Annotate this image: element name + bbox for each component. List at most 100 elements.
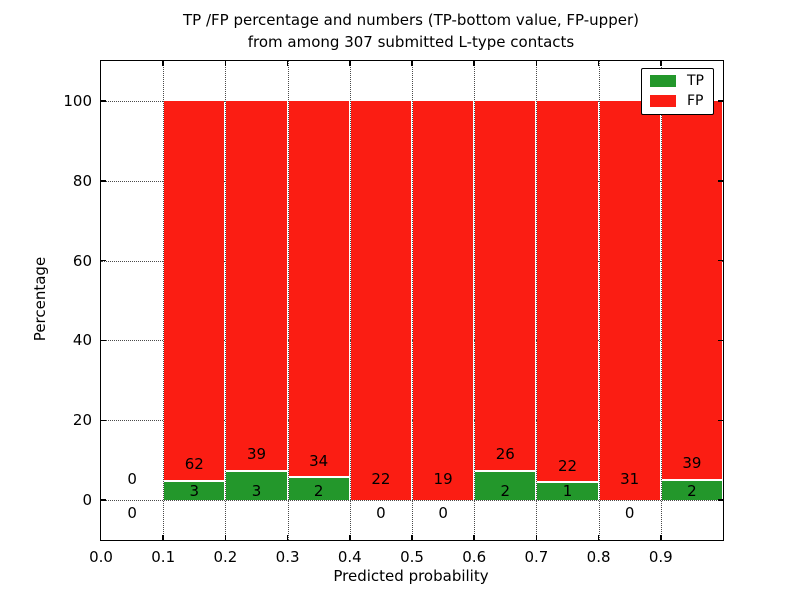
x-tick-mark xyxy=(286,535,289,540)
legend-item-fp: FP xyxy=(650,94,704,108)
tp-count-label: 1 xyxy=(562,481,573,500)
bar-tp-segment xyxy=(537,482,598,501)
legend-label: FP xyxy=(687,93,704,109)
x-tick-mark xyxy=(473,61,475,66)
x-gridline xyxy=(349,61,351,540)
fp-count-label: 31 xyxy=(620,470,640,489)
x-tick-mark xyxy=(411,535,413,540)
tp-count-label: 2 xyxy=(500,481,511,500)
bar-fp-segment xyxy=(226,100,287,472)
bar-fp-segment xyxy=(413,100,474,501)
x-gridline xyxy=(660,61,662,540)
chart-title-line1: TP /FP percentage and numbers (TP-bottom… xyxy=(183,11,639,29)
bar-tp-segment xyxy=(288,477,349,501)
bar-fp-segment xyxy=(537,100,598,483)
bar-tp-segment xyxy=(661,480,722,501)
fp-count-label: 19 xyxy=(433,470,453,489)
x-tick-label: 0.0 xyxy=(89,548,113,566)
zero-count-label: 0 xyxy=(376,504,386,523)
x-tick-mark xyxy=(411,61,413,66)
bar-tp-segment xyxy=(164,481,225,501)
x-tick-mark xyxy=(597,61,600,66)
x-tick-label: 0.1 xyxy=(151,548,176,566)
x-gridline xyxy=(225,61,227,540)
y-tick-mark xyxy=(101,259,106,262)
x-axis-label: Predicted probability xyxy=(333,567,489,585)
y-tick-mark xyxy=(101,180,106,182)
y-tick-label: 60 xyxy=(72,251,92,270)
x-tick-mark xyxy=(286,61,289,66)
y-tick-mark xyxy=(101,499,106,501)
fp-count-label: 26 xyxy=(495,445,515,464)
chart-title: TP /FP percentage and numbers (TP-bottom… xyxy=(100,9,722,53)
x-gridline xyxy=(287,61,289,540)
legend-item-tp: TP xyxy=(650,74,704,88)
y-tick-mark xyxy=(718,339,723,342)
x-tick-mark xyxy=(535,61,538,66)
zero-count-label: 0 xyxy=(624,504,635,523)
legend-label: TP xyxy=(687,73,704,89)
x-gridline xyxy=(598,61,600,540)
y-tick-label: 80 xyxy=(72,171,92,190)
x-tick-mark xyxy=(162,61,164,66)
y-tick-label: 40 xyxy=(72,331,92,350)
x-tick-mark xyxy=(349,535,351,540)
x-tick-mark xyxy=(162,535,164,540)
y-tick-label: 0 xyxy=(82,491,92,510)
x-tick-label: 0.7 xyxy=(524,548,549,566)
x-tick-label: 0.4 xyxy=(337,548,362,566)
legend: TP FP xyxy=(641,68,714,115)
bar-fp-segment xyxy=(288,100,349,478)
legend-swatch-fp xyxy=(650,95,676,107)
fp-count-label: 22 xyxy=(371,470,391,489)
y-tick-mark xyxy=(718,499,723,501)
x-tick-mark xyxy=(597,535,600,540)
y-tick-mark xyxy=(718,259,723,262)
bar-fp-segment xyxy=(599,100,660,501)
bar-fp-segment xyxy=(164,100,225,482)
chart-title-line2: from among 307 submitted L-type contacts xyxy=(247,33,575,51)
y-axis-label: Percentage xyxy=(31,256,49,342)
plot-area: TP FP 0 20 40 60 80 100 0.0 0.1 0.2 0.3 0.4 0.5 0.6 0.… xyxy=(63,60,724,566)
bar-tp-segment xyxy=(475,471,536,501)
x-tick-mark xyxy=(660,61,662,66)
fp-count-label: 34 xyxy=(309,451,329,470)
x-tick-label: 0.6 xyxy=(462,548,487,566)
fp-count-label: 62 xyxy=(184,455,204,474)
x-tick-label: 0.8 xyxy=(586,548,611,566)
x-tick-mark xyxy=(224,535,227,540)
y-tick-mark xyxy=(718,419,723,421)
zero-count-label: 0 xyxy=(127,504,137,523)
tp-count-label: 3 xyxy=(251,481,262,500)
tp-count-label: 2 xyxy=(687,481,697,500)
fp-count-label: 39 xyxy=(246,445,267,464)
zero-count-label: 0 xyxy=(438,504,448,523)
y-tick-mark xyxy=(101,100,106,102)
x-gridline xyxy=(474,61,476,540)
x-tick-label: 0.5 xyxy=(400,548,424,566)
x-tick-mark xyxy=(660,535,662,540)
y-tick-mark xyxy=(101,419,106,421)
bar-tp-segment xyxy=(226,471,287,501)
y-tick-mark xyxy=(101,339,106,342)
x-gridline xyxy=(163,61,165,540)
y-tick-mark xyxy=(718,100,723,102)
bar-fp-segment xyxy=(350,100,411,501)
x-tick-label: 0.9 xyxy=(648,548,673,566)
x-tick-mark xyxy=(535,535,538,540)
bar-fp-segment xyxy=(475,100,536,472)
y-tick-label: 100 xyxy=(63,91,92,110)
fp-count-label: 22 xyxy=(557,456,578,475)
x-gridline xyxy=(412,61,413,540)
y-tick-mark xyxy=(718,180,723,182)
x-tick-mark xyxy=(349,61,351,66)
tp-count-label: 3 xyxy=(189,481,200,500)
fp-count-label: 39 xyxy=(682,454,702,473)
x-tick-mark xyxy=(473,535,475,540)
x-gridline xyxy=(536,61,538,540)
bar-fp-segment xyxy=(661,100,722,481)
legend-swatch-tp xyxy=(650,75,676,87)
x-tick-label: 0.3 xyxy=(275,548,300,566)
x-tick-mark xyxy=(224,61,227,66)
